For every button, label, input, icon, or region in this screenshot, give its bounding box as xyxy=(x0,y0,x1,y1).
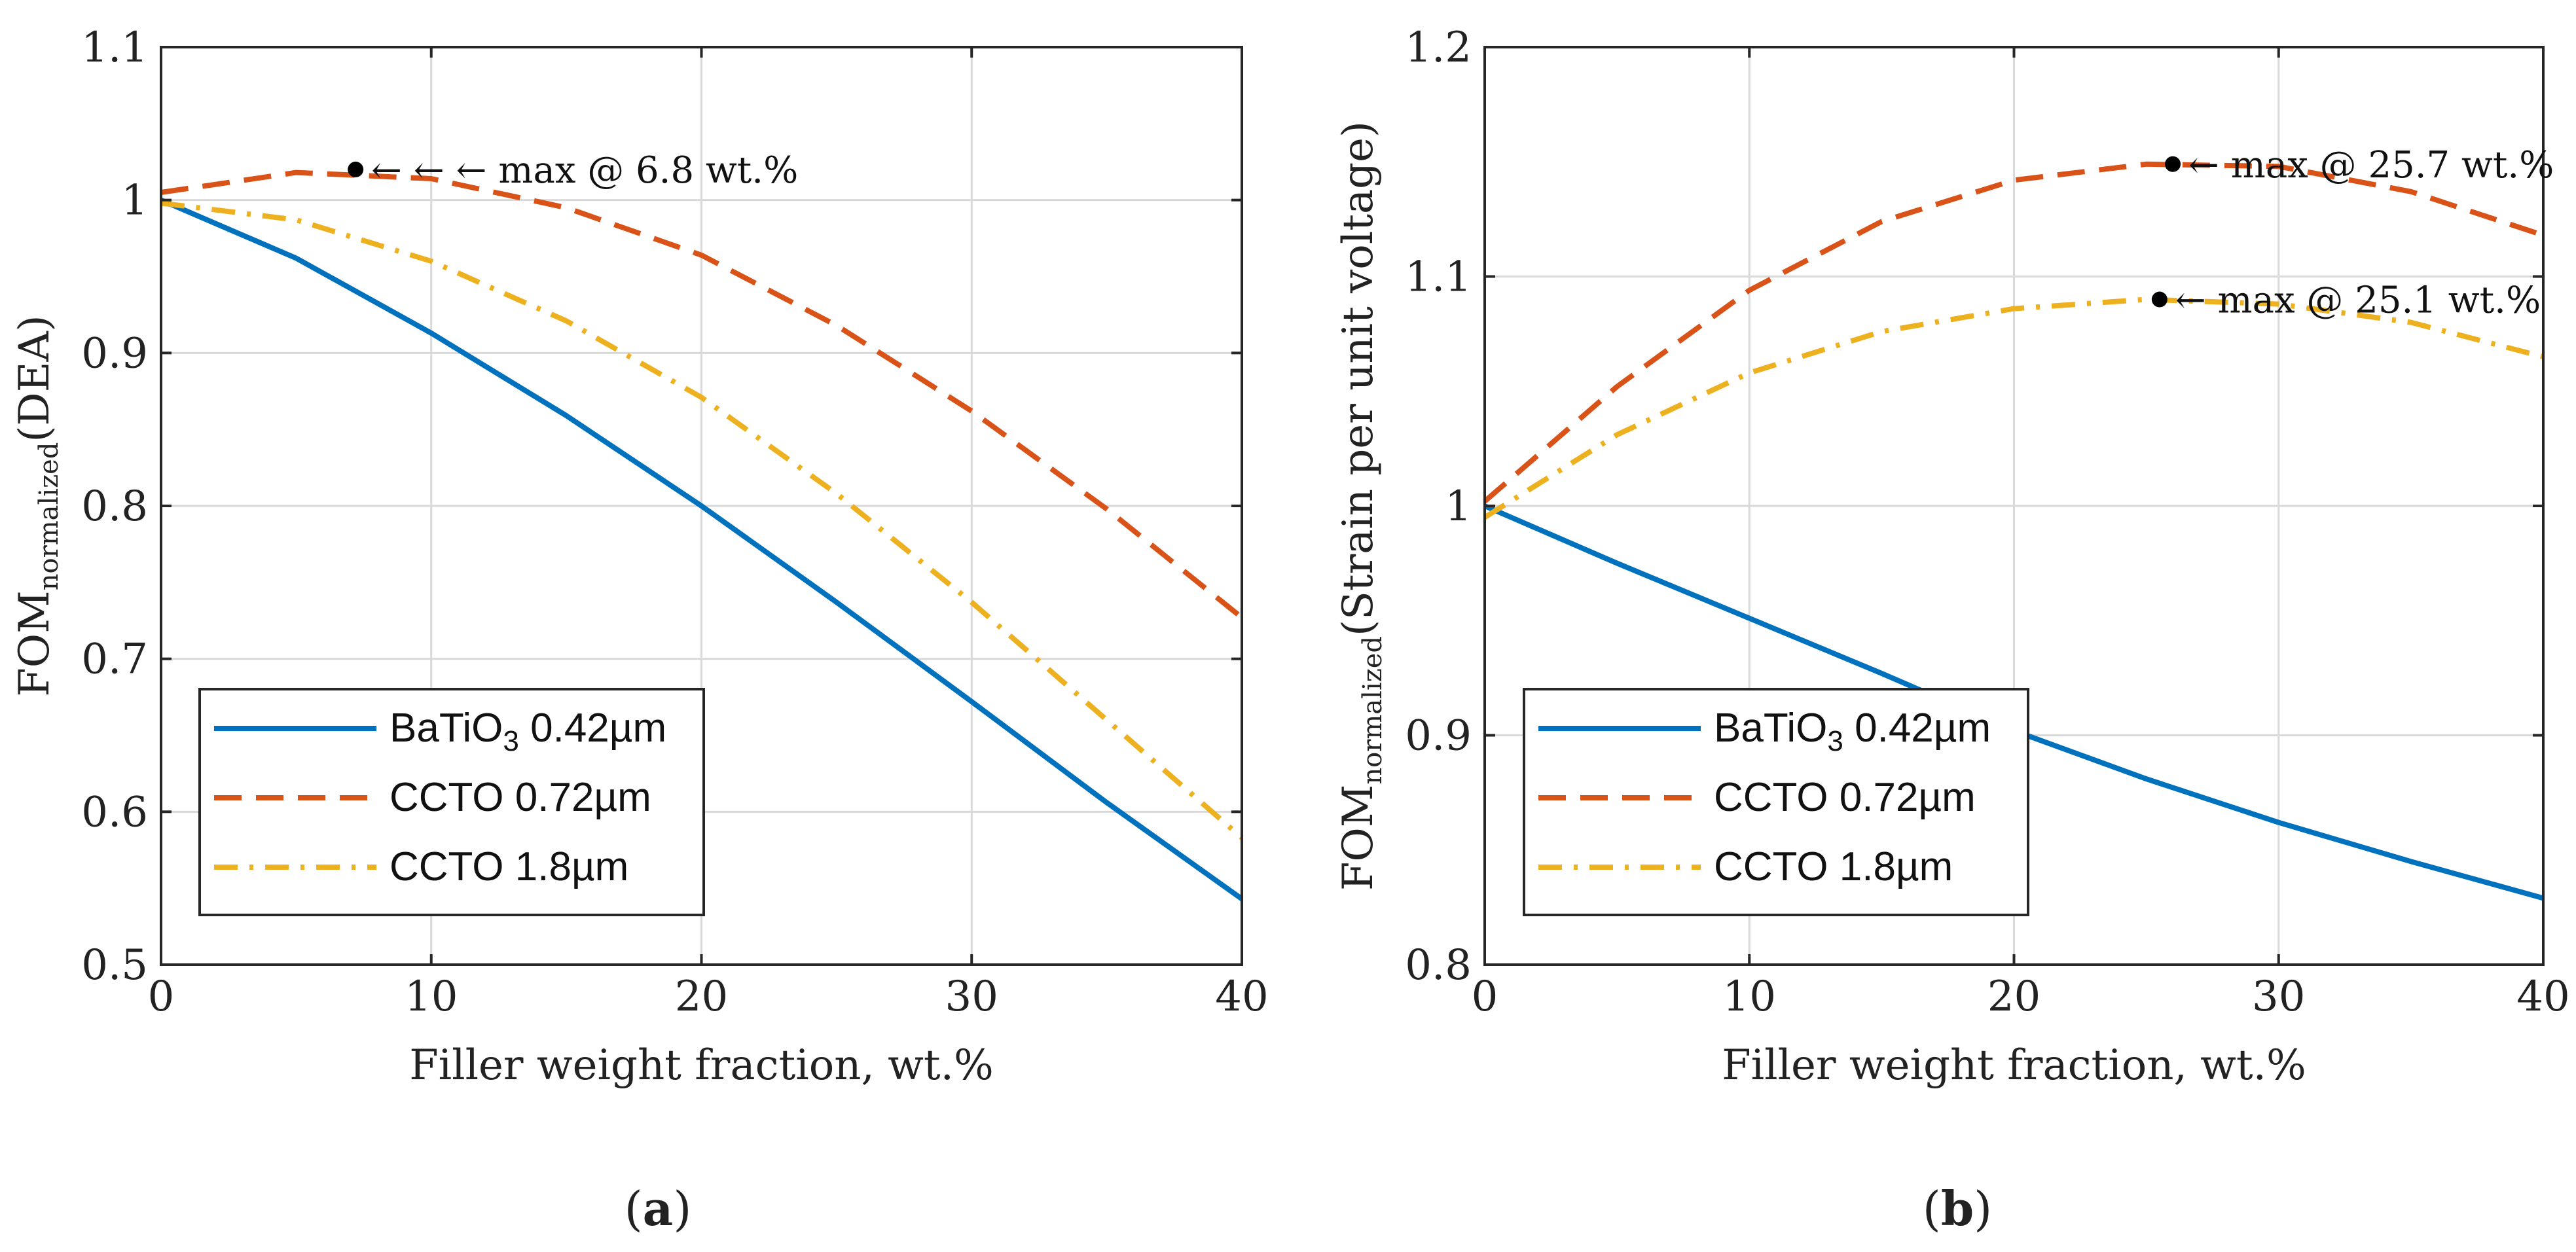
legend-label-2: CCTO 1.8µm xyxy=(1714,844,1953,889)
max-marker xyxy=(2151,291,2168,308)
x-tick-label: 10 xyxy=(1723,973,1776,1021)
y-tick-label: 0.9 xyxy=(1405,712,1472,760)
x-tick-label: 0 xyxy=(148,973,175,1021)
series-line-1 xyxy=(1483,161,2545,504)
y-tick-label: 0.6 xyxy=(81,788,148,836)
x-tick-label: 30 xyxy=(2252,973,2305,1021)
series-line-1 xyxy=(160,170,1244,620)
legend-label-1: CCTO 0.72µm xyxy=(390,775,651,820)
legend-label-1: CCTO 0.72µm xyxy=(1714,775,1976,820)
x-axis-label: Filler weight fraction, wt.% xyxy=(409,1041,994,1090)
series-line-2 xyxy=(1483,296,2545,520)
series-line-0 xyxy=(160,198,1244,901)
y-tick-label: 0.5 xyxy=(81,941,148,990)
panel-caption: (b) xyxy=(1923,1181,1993,1236)
y-tick-label: 1 xyxy=(121,177,148,225)
y-tick-label: 1.1 xyxy=(1405,253,1472,302)
y-tick-label: 0.7 xyxy=(81,635,148,684)
x-tick-label: 40 xyxy=(1215,973,1268,1021)
legend-label-2: CCTO 1.8µm xyxy=(390,844,628,889)
y-tick-label: 0.9 xyxy=(81,329,148,378)
y-tick-label: 1 xyxy=(1445,482,1472,531)
y-tick-label: 0.8 xyxy=(81,482,148,531)
legend-label-0: BaTiO3 0.42µm xyxy=(390,706,666,757)
max-annotation: ← max @ 25.7 wt.% xyxy=(2188,144,2554,187)
x-tick-label: 20 xyxy=(1987,973,2041,1021)
y-axis-label: FOMnormalized(DEA) xyxy=(10,315,64,696)
y-tick-label: 1.1 xyxy=(81,24,148,72)
y-tick-label: 1.2 xyxy=(1405,24,1472,72)
y-tick-label: 0.8 xyxy=(1405,941,1472,990)
x-tick-label: 40 xyxy=(2516,973,2569,1021)
panel-a: 0 10 20 30 40 0.5 0.6 0.7 0.8 0.9 1 1.1 Filler weigh… xyxy=(10,24,1269,1236)
legend-label-0: BaTiO3 0.42µm xyxy=(1714,706,1991,757)
x-axis-label: Filler weight fraction, wt.% xyxy=(1722,1041,2306,1090)
x-tick-label: 20 xyxy=(675,973,728,1021)
series-line-2 xyxy=(160,200,1244,840)
panel-b: 0 10 20 30 40 0.8 0.9 1 1.1 1.2 Filler weight frac… xyxy=(1334,24,2570,1236)
y-axis-label: FOMnormalized(Strain per unit voltage) xyxy=(1334,121,1388,891)
x-tick-label: 10 xyxy=(405,973,458,1021)
max-annotation: ← max @ 25.1 wt.% xyxy=(2175,279,2541,322)
x-tick-label: 0 xyxy=(1472,973,1498,1021)
max-marker xyxy=(348,161,364,177)
panel-caption: (a) xyxy=(625,1181,692,1236)
max-annotation: ← ← ← max @ 6.8 wt.% xyxy=(371,149,798,192)
x-tick-label: 30 xyxy=(945,973,998,1021)
max-marker xyxy=(2165,156,2181,172)
